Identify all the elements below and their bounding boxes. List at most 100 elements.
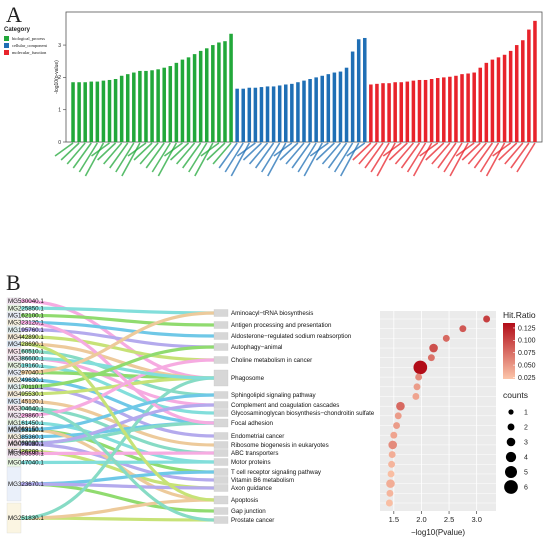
counts-legend-dot (508, 409, 514, 415)
dot-point (386, 479, 395, 488)
x-tick-label-molecular_function (431, 142, 451, 165)
x-tick-label-cellular_component (236, 142, 256, 157)
gene-label: MG162100.1 (8, 313, 44, 320)
pathway-label: Vitamin B6 metabolism (231, 477, 294, 484)
dot-point (388, 460, 396, 468)
x-tick-label-biological_process (212, 142, 232, 165)
x-tick-label-molecular_function (449, 142, 469, 177)
x-tick-label-molecular_function (498, 142, 518, 161)
pathway-node (213, 391, 229, 399)
y-tick-label: 1 (58, 107, 61, 113)
gene-label: MG160510.1 (8, 348, 44, 355)
x-tick-label-biological_process (145, 142, 165, 169)
x-tick-label-cellular_component (339, 142, 360, 177)
legend-swatch-biological_process (4, 36, 9, 41)
bar-molecular_function (527, 29, 531, 143)
bar-biological_process (113, 79, 118, 142)
x-tick-label-molecular_function (443, 142, 463, 173)
hit-ratio-legend-title: Hit.Ratio (503, 310, 536, 320)
counts-legend-dot (504, 480, 518, 494)
bar-cellular_component (350, 51, 355, 142)
sankey-flow (20, 406, 215, 522)
bar-biological_process (186, 57, 191, 142)
x-tick-label-molecular_function (504, 142, 524, 165)
pathway-label: Phagosome (231, 375, 265, 382)
bar-biological_process (77, 82, 81, 142)
pathway-node (213, 343, 229, 351)
gene-label: MG145120.1 (8, 398, 44, 405)
hit-ratio-legend-label: 0.050 (518, 363, 536, 370)
bar-cellular_component (284, 84, 288, 142)
bar-biological_process (83, 82, 87, 142)
hit-ratio-legend-label: 0.025 (518, 375, 536, 382)
bar-biological_process (107, 79, 112, 142)
bar-molecular_function (435, 78, 440, 142)
bar-molecular_function (521, 40, 525, 142)
pathway-node (213, 516, 229, 524)
x-tick-label-molecular_function (485, 142, 506, 177)
pathway-label: Apoptosis (231, 497, 258, 504)
pathway-label: Axon guidance (231, 485, 272, 492)
bar-biological_process (192, 54, 197, 142)
gene-label: MG519160.1 (8, 363, 44, 370)
sankey-flow (20, 311, 215, 375)
y-tick-label: 0 (58, 140, 61, 146)
x-tick-label-cellular_component (242, 142, 263, 161)
bar-molecular_function (442, 77, 446, 142)
x-tick-label-cellular_component (303, 142, 323, 177)
x-tick-label-molecular_function (455, 142, 475, 157)
x-tick-label-molecular_function (473, 142, 494, 169)
dot-point (415, 373, 423, 381)
dot-point (442, 334, 450, 342)
pathway-label: Endometrial cancer (231, 433, 284, 440)
bar-cellular_component (247, 87, 252, 142)
gene-label: MG428690.1 (8, 341, 44, 348)
x-tick-label-biological_process (151, 142, 171, 173)
x-tick-label-biological_process (175, 142, 196, 165)
counts-legend-label: 4 (524, 455, 528, 462)
pathway-node (213, 458, 229, 466)
pathway-node (213, 507, 229, 515)
bar-cellular_component (302, 80, 306, 142)
bar-biological_process (223, 41, 227, 143)
y-tick-label: 2 (58, 75, 61, 81)
hit-ratio-legend: Hit.Ratio 0.125 0.100 0.075 0.050 0.025 (503, 310, 536, 382)
dot-plot-background (380, 311, 496, 511)
x-tick-label-biological_process (188, 142, 208, 173)
gene-label: MG251830.1 (8, 515, 44, 522)
sankey-flow (20, 345, 215, 389)
x-tick-label-molecular_function (352, 142, 372, 161)
pathway-node (213, 468, 229, 476)
bar-biological_process (180, 59, 185, 142)
x-tick-label-molecular_function (394, 142, 415, 165)
gene-label: MG153150.1 (8, 427, 44, 434)
x-tick-label: 2.0 (416, 515, 426, 524)
x-tick-label-biological_process (194, 142, 214, 177)
dot-point (396, 401, 405, 411)
x-tick-label-biological_process (54, 142, 74, 157)
x-tick-label-cellular_component (346, 142, 366, 157)
gene-label: MG442890.1 (8, 334, 44, 341)
gene-label: MG297040.1 (8, 370, 44, 377)
x-tick-label-cellular_component (315, 142, 335, 161)
x-tick-label-molecular_function (437, 142, 457, 169)
go-bar-chart: 0 1 2 3 -log10(p-value) Category biological_pr… (4, 11, 543, 177)
pathway-label: Sphingolipid signaling pathway (231, 392, 317, 399)
dot-point (385, 499, 393, 507)
x-tick-label-cellular_component (254, 142, 275, 169)
x-tick-label-biological_process (72, 142, 92, 169)
x-tick-label-molecular_function (364, 142, 384, 169)
bar-biological_process (156, 69, 160, 142)
pathway-node (213, 432, 229, 440)
bar-cellular_component (265, 86, 270, 142)
counts-legend-label: 5 (524, 470, 528, 477)
x-tick-label-cellular_component (279, 142, 299, 161)
bar-molecular_function (472, 72, 476, 142)
gene-label: MG170110.1 (8, 384, 44, 391)
pathway-node (213, 441, 229, 449)
x-tick-label: 3.0 (471, 515, 481, 524)
bar-molecular_function (478, 67, 483, 142)
gene-label: MG047040.1 (8, 460, 44, 467)
pathway-label: Complement and coagulation cascades (231, 402, 339, 409)
bar-molecular_function (533, 20, 537, 142)
